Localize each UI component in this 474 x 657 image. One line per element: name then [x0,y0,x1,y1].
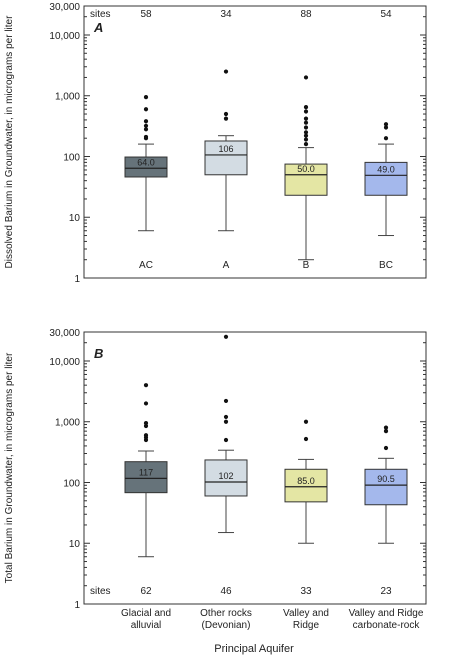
outlier-point [303,419,309,424]
x-category-label: Valley and [283,608,329,619]
sites-count: 46 [220,586,232,597]
outlier-point [383,425,389,430]
outlier-point [383,125,389,130]
outlier-point [383,445,389,451]
sites-count: 34 [220,9,232,20]
y-tick-label: 30,000 [49,2,80,13]
y-tick-label: 1 [74,600,80,611]
box [364,468,408,506]
outlier-point [143,423,149,429]
outlier-point [223,437,229,443]
x-category-label: Glacial and [121,608,171,619]
outlier-point [143,420,149,426]
plot-frame [83,5,427,279]
outlier-point [383,122,389,127]
box [124,461,168,494]
box [284,468,328,503]
outlier-point [303,75,309,80]
x-category-label: Ridge [293,620,320,631]
outlier-point [223,116,229,121]
panel-label: B [94,346,103,361]
x-category-label: (Devonian) [202,620,251,631]
y-tick-label: 10,000 [49,31,80,42]
y-axis-title: Dissolved Barium in Groundwater, in micr… [4,15,15,269]
y-axis-title: Total Barium in Groundwater, in microgra… [4,352,15,583]
sites-count: 62 [140,586,152,597]
outlier-point [143,123,149,128]
outlier-point [143,401,149,406]
outlier-point [143,94,149,100]
y-tick-label: 30,000 [49,328,80,339]
box [284,163,328,196]
x-category-label: alluvial [131,620,162,631]
outlier-point [303,141,309,147]
outlier-point [143,433,149,438]
group-letter: AC [139,260,153,271]
sites-count: 23 [380,586,392,597]
median-label: 49.0 [377,164,395,174]
outlier-point [223,334,229,339]
outlier-point [383,429,389,434]
y-tick-label: 10 [69,539,81,550]
panel-label: A [93,20,103,35]
outlier-point [303,130,309,135]
box [364,161,408,196]
median-label: 64.0 [137,157,155,167]
outlier-point [223,419,229,424]
group-letter: B [303,260,310,271]
x-category-label: Valley and Ridge [349,608,424,619]
panel-b: 1 10 100 1,000 10,000 30,000 Total Barium in G… [4,328,427,611]
sites-count: 58 [140,9,152,20]
group-letter: A [223,260,230,271]
median-label: 117 [139,467,153,477]
y-tick-label: 10 [69,213,81,224]
panel-a: 1 10 100 1,000 10,000 30,000 Dissolved Barium … [4,2,427,285]
outlier-point [303,125,309,130]
sites-count: 33 [300,586,312,597]
sites-label: sites [90,9,111,20]
box [124,156,168,178]
median-label: 106 [218,144,233,154]
median-label: 50.0 [297,164,315,174]
outlier-point [143,383,149,388]
outlier-point [383,136,389,141]
box [204,459,248,497]
outlier-point [143,107,149,112]
outlier-point [303,116,309,121]
outlier-point [223,69,229,74]
outlier-point [303,120,309,125]
plot-frame [83,331,427,605]
box [204,140,248,176]
median-label: 102 [218,471,233,481]
outlier-point [303,137,309,142]
sites-label: sites [90,586,111,597]
outlier-point [303,133,309,138]
outlier-point [223,414,229,420]
y-tick-label: 1 [74,274,80,285]
median-label: 90.5 [377,474,395,484]
outlier-point [143,127,149,132]
y-tick-label: 10,000 [49,357,80,368]
outlier-point [223,111,229,117]
median-label: 85.0 [297,476,315,486]
y-tick-label: 1,000 [55,92,80,103]
outlier-point [303,109,309,114]
group-letter: BC [379,260,393,271]
outlier-point [143,119,149,124]
sites-count: 54 [380,9,392,20]
x-category-label: Other rocks [200,608,252,619]
y-tick-label: 100 [63,478,80,489]
x-axis-title: Principal Aquifer [214,643,294,655]
outlier-point [303,436,309,442]
outlier-point [303,105,309,110]
y-tick-label: 1,000 [55,418,80,429]
y-tick-label: 100 [63,152,80,163]
outlier-point [143,134,149,140]
outlier-point [223,398,229,404]
sites-count: 88 [300,9,312,20]
x-category-label: carbonate-rock [353,620,421,631]
